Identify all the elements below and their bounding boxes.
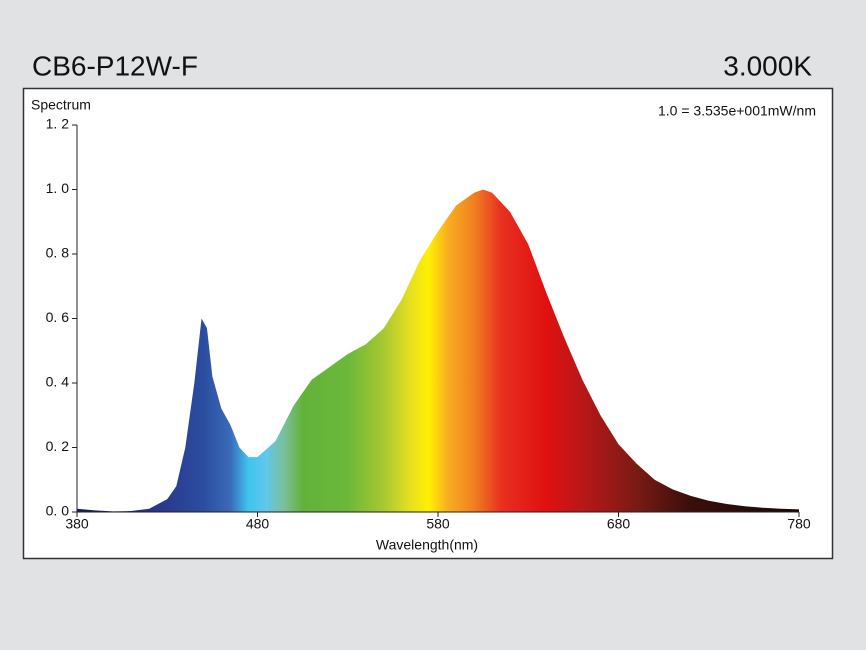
- y-tick-label: 1. 0: [46, 180, 70, 196]
- x-tick-label: 680: [607, 516, 631, 532]
- y-tick-label: 0. 2: [46, 438, 70, 454]
- y-tick-label: 0. 4: [46, 374, 70, 390]
- spectrum-area: [77, 189, 799, 512]
- y-tick-label: 0. 6: [46, 309, 70, 325]
- y-tick-label: 1. 2: [46, 116, 70, 132]
- subtitle: 3.000K: [723, 50, 812, 81]
- x-tick-label: 480: [246, 516, 270, 532]
- chart-title: CB6-P12W-F: [32, 50, 198, 81]
- annotation: 1.0 = 3.535e+001mW/nm: [658, 103, 816, 119]
- x-tick-label: 380: [65, 516, 89, 532]
- x-tick-label: 780: [787, 516, 811, 532]
- y-tick-label: 0. 8: [46, 245, 70, 261]
- y-axis-label: Spectrum: [31, 97, 91, 113]
- y-tick-label: 0. 0: [46, 503, 70, 519]
- x-tick-label: 580: [426, 516, 450, 532]
- x-axis-label: Wavelength(nm): [376, 537, 478, 553]
